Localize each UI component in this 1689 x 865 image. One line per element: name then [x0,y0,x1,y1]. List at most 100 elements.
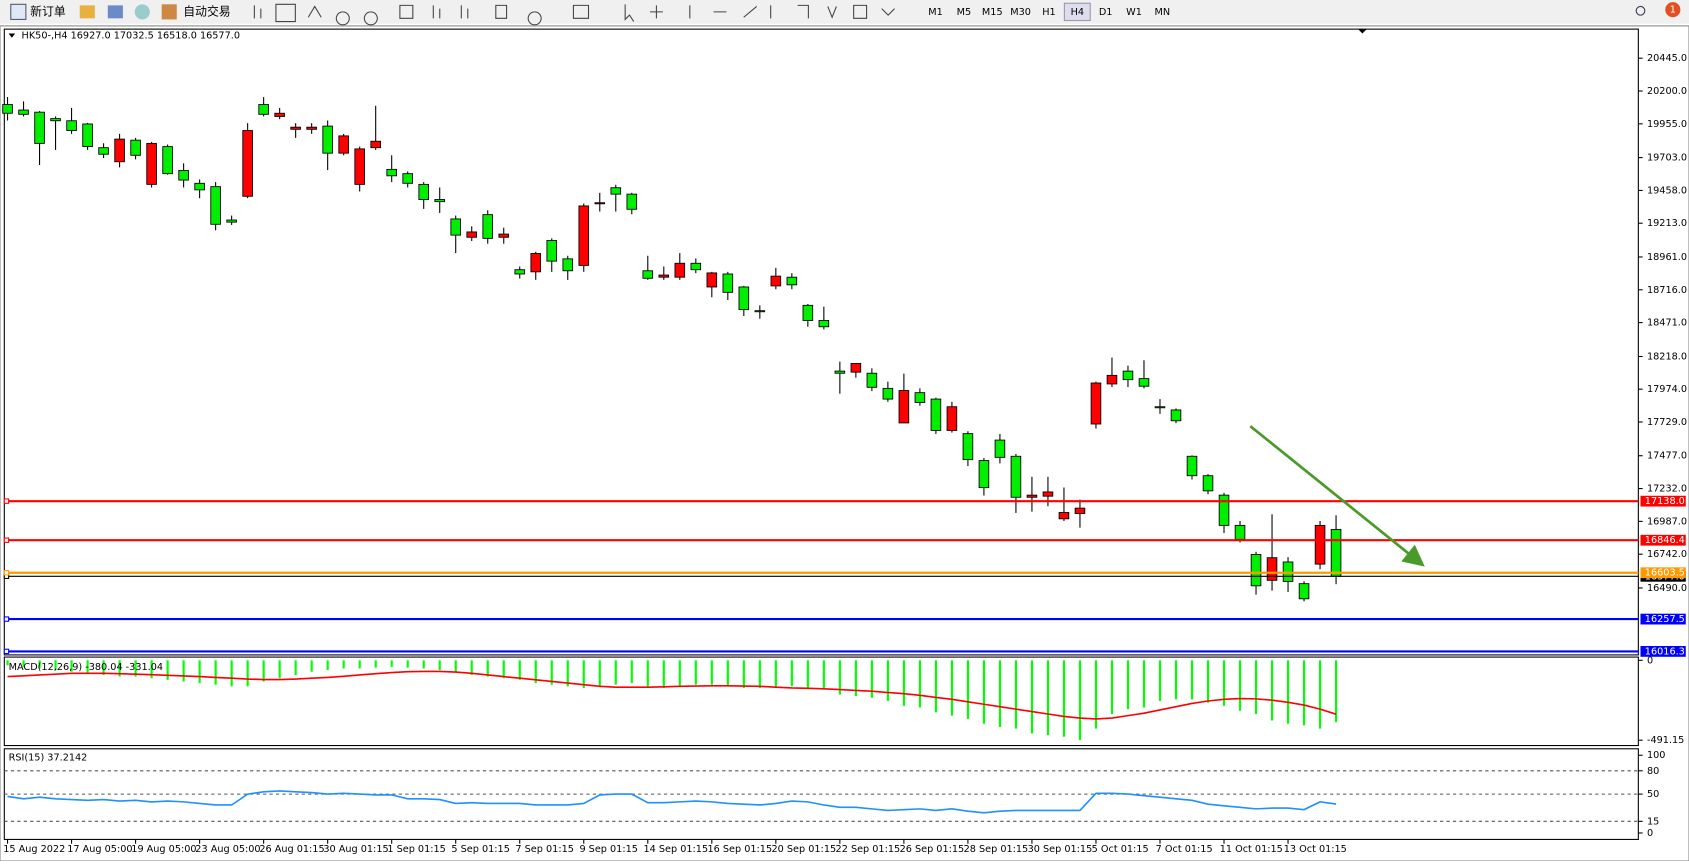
price-label-bg [1640,495,1686,507]
candle-body [802,304,814,321]
x-tick-label: 23 Aug 05:00 [195,844,260,855]
candle-body [642,270,654,279]
timeframe-active [1063,2,1091,22]
candle-body [194,182,205,191]
y-tick-label: 100 [1647,750,1665,761]
candle-body [514,269,526,275]
toolbar [0,0,1689,24]
y-tick-label: 19955.0 [1647,119,1687,130]
timeframe-button[interactable]: H1 [1042,7,1055,18]
panel [3,28,1639,656]
candle-body [242,130,253,197]
candle-body [1218,494,1230,526]
candle-body [210,186,221,225]
timeframe-bar: M1 M5 M15 M30 H1 H4 D1 W1 MN [928,2,1171,22]
candle-body [1026,494,1038,498]
candle-body [1090,382,1102,425]
x-tick-label: 9 Sep 01:15 [579,844,637,855]
candle-body [818,320,830,328]
timeframe-button[interactable]: D1 [1099,7,1113,18]
y-tick-label: 16742.0 [1647,549,1687,560]
x-tick-label: 19 Aug 05:00 [131,844,196,855]
candle-body [578,205,590,266]
candle-body [930,398,942,431]
candle-body [834,370,846,374]
candle-body [450,218,461,236]
auto-trading-icon[interactable] [161,4,177,20]
candle-body [498,233,510,238]
candle-body [290,126,301,130]
price-label: 16846.4 [1645,535,1685,546]
chart-window [0,25,1689,862]
y-tick-label: -491.15 [1647,735,1684,746]
candle-body [626,193,638,210]
candle-body [850,363,862,373]
candle-body [1314,524,1326,565]
panel [3,656,1639,747]
candle-body [754,310,766,313]
candle-body [274,112,285,117]
shift-marker [1358,29,1367,34]
candle-body [1154,406,1166,409]
tool-icon[interactable] [79,5,95,19]
tool-icons[interactable] [253,3,896,26]
rsi-line [7,790,1337,814]
y-tick-label: 18716.0 [1647,285,1687,296]
price-label: 16016.3 [1645,646,1685,657]
candle-body [962,433,974,461]
x-tick-label: 1 Sep 01:15 [387,844,445,855]
timeframe-button[interactable]: M15 [982,7,1003,18]
candle-body [1250,554,1262,587]
candle-body [1074,507,1086,514]
candle-body [50,118,61,122]
timeframe-button[interactable]: MN [1155,7,1171,18]
candle-body [2,104,13,114]
new-order[interactable]: 新订单 [30,4,66,18]
auto-trading[interactable]: 自动交易 [183,4,230,18]
candle-body [1170,409,1182,422]
candle-body [882,387,894,400]
candle-body [1234,524,1246,540]
candle-body [34,111,45,144]
candle-body [178,170,189,181]
candle-body [914,392,926,403]
timeframe-button[interactable]: H4 [1071,7,1084,18]
search-icon[interactable] [1635,5,1646,16]
candle-body [338,135,349,154]
y-tick-label: 19458.0 [1647,185,1687,196]
candle-body [386,168,397,177]
tool-icon[interactable] [107,5,123,19]
candle-body [354,148,365,185]
tool-icon[interactable] [134,4,150,20]
price-line-handle [3,570,10,576]
candle-body [322,125,333,154]
timeframe-button[interactable]: M30 [1010,7,1031,18]
y-tick-label: 18218.0 [1647,351,1687,362]
notification-badge[interactable] [1665,2,1681,18]
x-tick-label: 30 Aug 01:15 [323,844,388,855]
candle-body [562,258,574,272]
timeframe-button[interactable]: M1 [928,7,943,18]
timeframe-button[interactable]: W1 [1126,7,1142,18]
candle-body [1186,455,1198,477]
indicator-label: RSI(15) 37.2142 [9,752,88,763]
candle-body [706,272,718,288]
price-label: 17138.0 [1645,496,1685,507]
candle-body [1202,475,1214,492]
candle-body [370,140,381,149]
price-line-handle [3,537,10,543]
price-label: 16603.5 [1645,568,1685,579]
candle-body [1330,528,1342,577]
timeframe-button[interactable]: M5 [957,7,972,18]
new-order-icon[interactable] [10,3,27,20]
candle-body [258,104,269,115]
y-tick-label: 17232.0 [1647,484,1687,495]
candle-body [82,123,93,148]
y-tick-label: 20200.0 [1647,86,1687,97]
x-tick-label: 28 Sep 01:15 [964,844,1029,855]
y-tick-label: 80 [1647,766,1659,777]
candle-body [674,262,686,278]
notification-count[interactable]: 1 [1670,5,1676,16]
y-tick-label: 16490.0 [1647,583,1687,594]
x-tick-label: 15 Aug 2022 [3,844,65,855]
